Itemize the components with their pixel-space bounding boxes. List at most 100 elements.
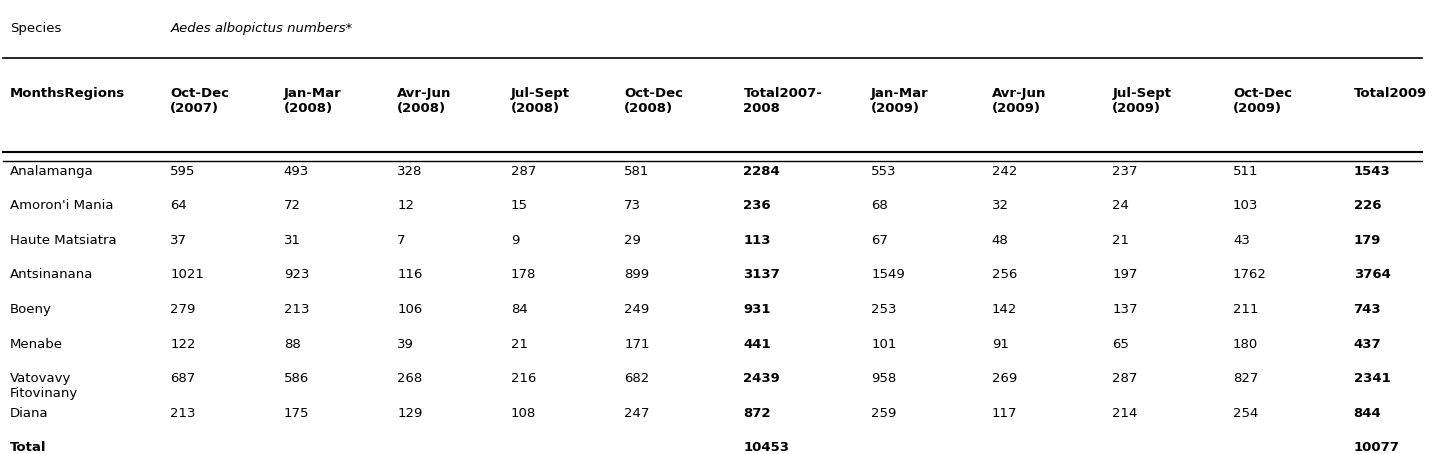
Text: 101: 101 xyxy=(871,338,897,350)
Text: Aedes albopictus numbers*: Aedes albopictus numbers* xyxy=(170,22,352,35)
Text: 178: 178 xyxy=(511,268,536,281)
Text: 113: 113 xyxy=(744,234,771,247)
Text: Total: Total xyxy=(10,441,46,454)
Text: 32: 32 xyxy=(992,199,1009,212)
Text: 9: 9 xyxy=(511,234,520,247)
Text: 72: 72 xyxy=(283,199,300,212)
Text: 37: 37 xyxy=(170,234,188,247)
Text: 43: 43 xyxy=(1233,234,1251,247)
Text: 129: 129 xyxy=(397,407,423,419)
Text: 2341: 2341 xyxy=(1353,372,1391,385)
Text: Oct-Dec
(2007): Oct-Dec (2007) xyxy=(170,87,230,115)
Text: 237: 237 xyxy=(1112,165,1138,178)
Text: 73: 73 xyxy=(624,199,641,212)
Text: 142: 142 xyxy=(992,303,1017,316)
Text: 827: 827 xyxy=(1233,372,1258,385)
Text: 29: 29 xyxy=(624,234,641,247)
Text: 213: 213 xyxy=(283,303,309,316)
Text: 117: 117 xyxy=(992,407,1017,419)
Text: Diana: Diana xyxy=(10,407,49,419)
Text: 595: 595 xyxy=(170,165,195,178)
Text: 106: 106 xyxy=(397,303,423,316)
Text: 175: 175 xyxy=(283,407,309,419)
Text: Species: Species xyxy=(10,22,61,35)
Text: 687: 687 xyxy=(170,372,195,385)
Text: 553: 553 xyxy=(871,165,897,178)
Text: 15: 15 xyxy=(511,199,527,212)
Text: 247: 247 xyxy=(624,407,650,419)
Text: 269: 269 xyxy=(992,372,1017,385)
Text: 256: 256 xyxy=(992,268,1017,281)
Text: 249: 249 xyxy=(624,303,650,316)
Text: 108: 108 xyxy=(511,407,536,419)
Text: 10453: 10453 xyxy=(744,441,790,454)
Text: Oct-Dec
(2008): Oct-Dec (2008) xyxy=(624,87,683,115)
Text: Total2007-
2008: Total2007- 2008 xyxy=(744,87,822,115)
Text: 441: 441 xyxy=(744,338,771,350)
Text: 65: 65 xyxy=(1112,338,1129,350)
Text: Jan-Mar
(2009): Jan-Mar (2009) xyxy=(871,87,928,115)
Text: 67: 67 xyxy=(871,234,888,247)
Text: 581: 581 xyxy=(624,165,650,178)
Text: 48: 48 xyxy=(992,234,1008,247)
Text: 216: 216 xyxy=(511,372,536,385)
Text: 21: 21 xyxy=(511,338,527,350)
Text: 2439: 2439 xyxy=(744,372,780,385)
Text: 1021: 1021 xyxy=(170,268,204,281)
Text: 24: 24 xyxy=(1112,199,1129,212)
Text: 214: 214 xyxy=(1112,407,1138,419)
Text: 287: 287 xyxy=(1112,372,1138,385)
Text: 1549: 1549 xyxy=(871,268,905,281)
Text: Oct-Dec
(2009): Oct-Dec (2009) xyxy=(1233,87,1292,115)
Text: 116: 116 xyxy=(397,268,423,281)
Text: 39: 39 xyxy=(397,338,414,350)
Text: 7: 7 xyxy=(397,234,406,247)
Text: 12: 12 xyxy=(397,199,414,212)
Text: Haute Matsiatra: Haute Matsiatra xyxy=(10,234,117,247)
Text: 179: 179 xyxy=(1353,234,1380,247)
Text: Boeny: Boeny xyxy=(10,303,52,316)
Text: 437: 437 xyxy=(1353,338,1382,350)
Text: 10077: 10077 xyxy=(1353,441,1399,454)
Text: 328: 328 xyxy=(397,165,423,178)
Text: Analamanga: Analamanga xyxy=(10,165,94,178)
Text: 287: 287 xyxy=(511,165,536,178)
Text: 1762: 1762 xyxy=(1233,268,1266,281)
Text: 682: 682 xyxy=(624,372,650,385)
Text: 68: 68 xyxy=(871,199,888,212)
Text: Vatovavy
Fitovinany: Vatovavy Fitovinany xyxy=(10,372,78,400)
Text: 211: 211 xyxy=(1233,303,1259,316)
Text: 923: 923 xyxy=(283,268,309,281)
Text: Menabe: Menabe xyxy=(10,338,64,350)
Text: 64: 64 xyxy=(170,199,186,212)
Text: 2284: 2284 xyxy=(744,165,780,178)
Text: 872: 872 xyxy=(744,407,771,419)
Text: 213: 213 xyxy=(170,407,196,419)
Text: 242: 242 xyxy=(992,165,1017,178)
Text: 844: 844 xyxy=(1353,407,1382,419)
Text: Jul-Sept
(2008): Jul-Sept (2008) xyxy=(511,87,570,115)
Text: Jul-Sept
(2009): Jul-Sept (2009) xyxy=(1112,87,1171,115)
Text: 91: 91 xyxy=(992,338,1008,350)
Text: 254: 254 xyxy=(1233,407,1258,419)
Text: 259: 259 xyxy=(871,407,897,419)
Text: 103: 103 xyxy=(1233,199,1258,212)
Text: Antsinanana: Antsinanana xyxy=(10,268,94,281)
Text: 137: 137 xyxy=(1112,303,1138,316)
Text: 21: 21 xyxy=(1112,234,1129,247)
Text: 958: 958 xyxy=(871,372,897,385)
Text: 88: 88 xyxy=(283,338,300,350)
Text: Avr-Jun
(2008): Avr-Jun (2008) xyxy=(397,87,452,115)
Text: 899: 899 xyxy=(624,268,650,281)
Text: 3764: 3764 xyxy=(1353,268,1391,281)
Text: 226: 226 xyxy=(1353,199,1380,212)
Text: 931: 931 xyxy=(744,303,771,316)
Text: 586: 586 xyxy=(283,372,309,385)
Text: 84: 84 xyxy=(511,303,527,316)
Text: 268: 268 xyxy=(397,372,423,385)
Text: 122: 122 xyxy=(170,338,196,350)
Text: 180: 180 xyxy=(1233,338,1258,350)
Text: Jan-Mar
(2008): Jan-Mar (2008) xyxy=(283,87,341,115)
Text: Amoron'i Mania: Amoron'i Mania xyxy=(10,199,114,212)
Text: 171: 171 xyxy=(624,338,650,350)
